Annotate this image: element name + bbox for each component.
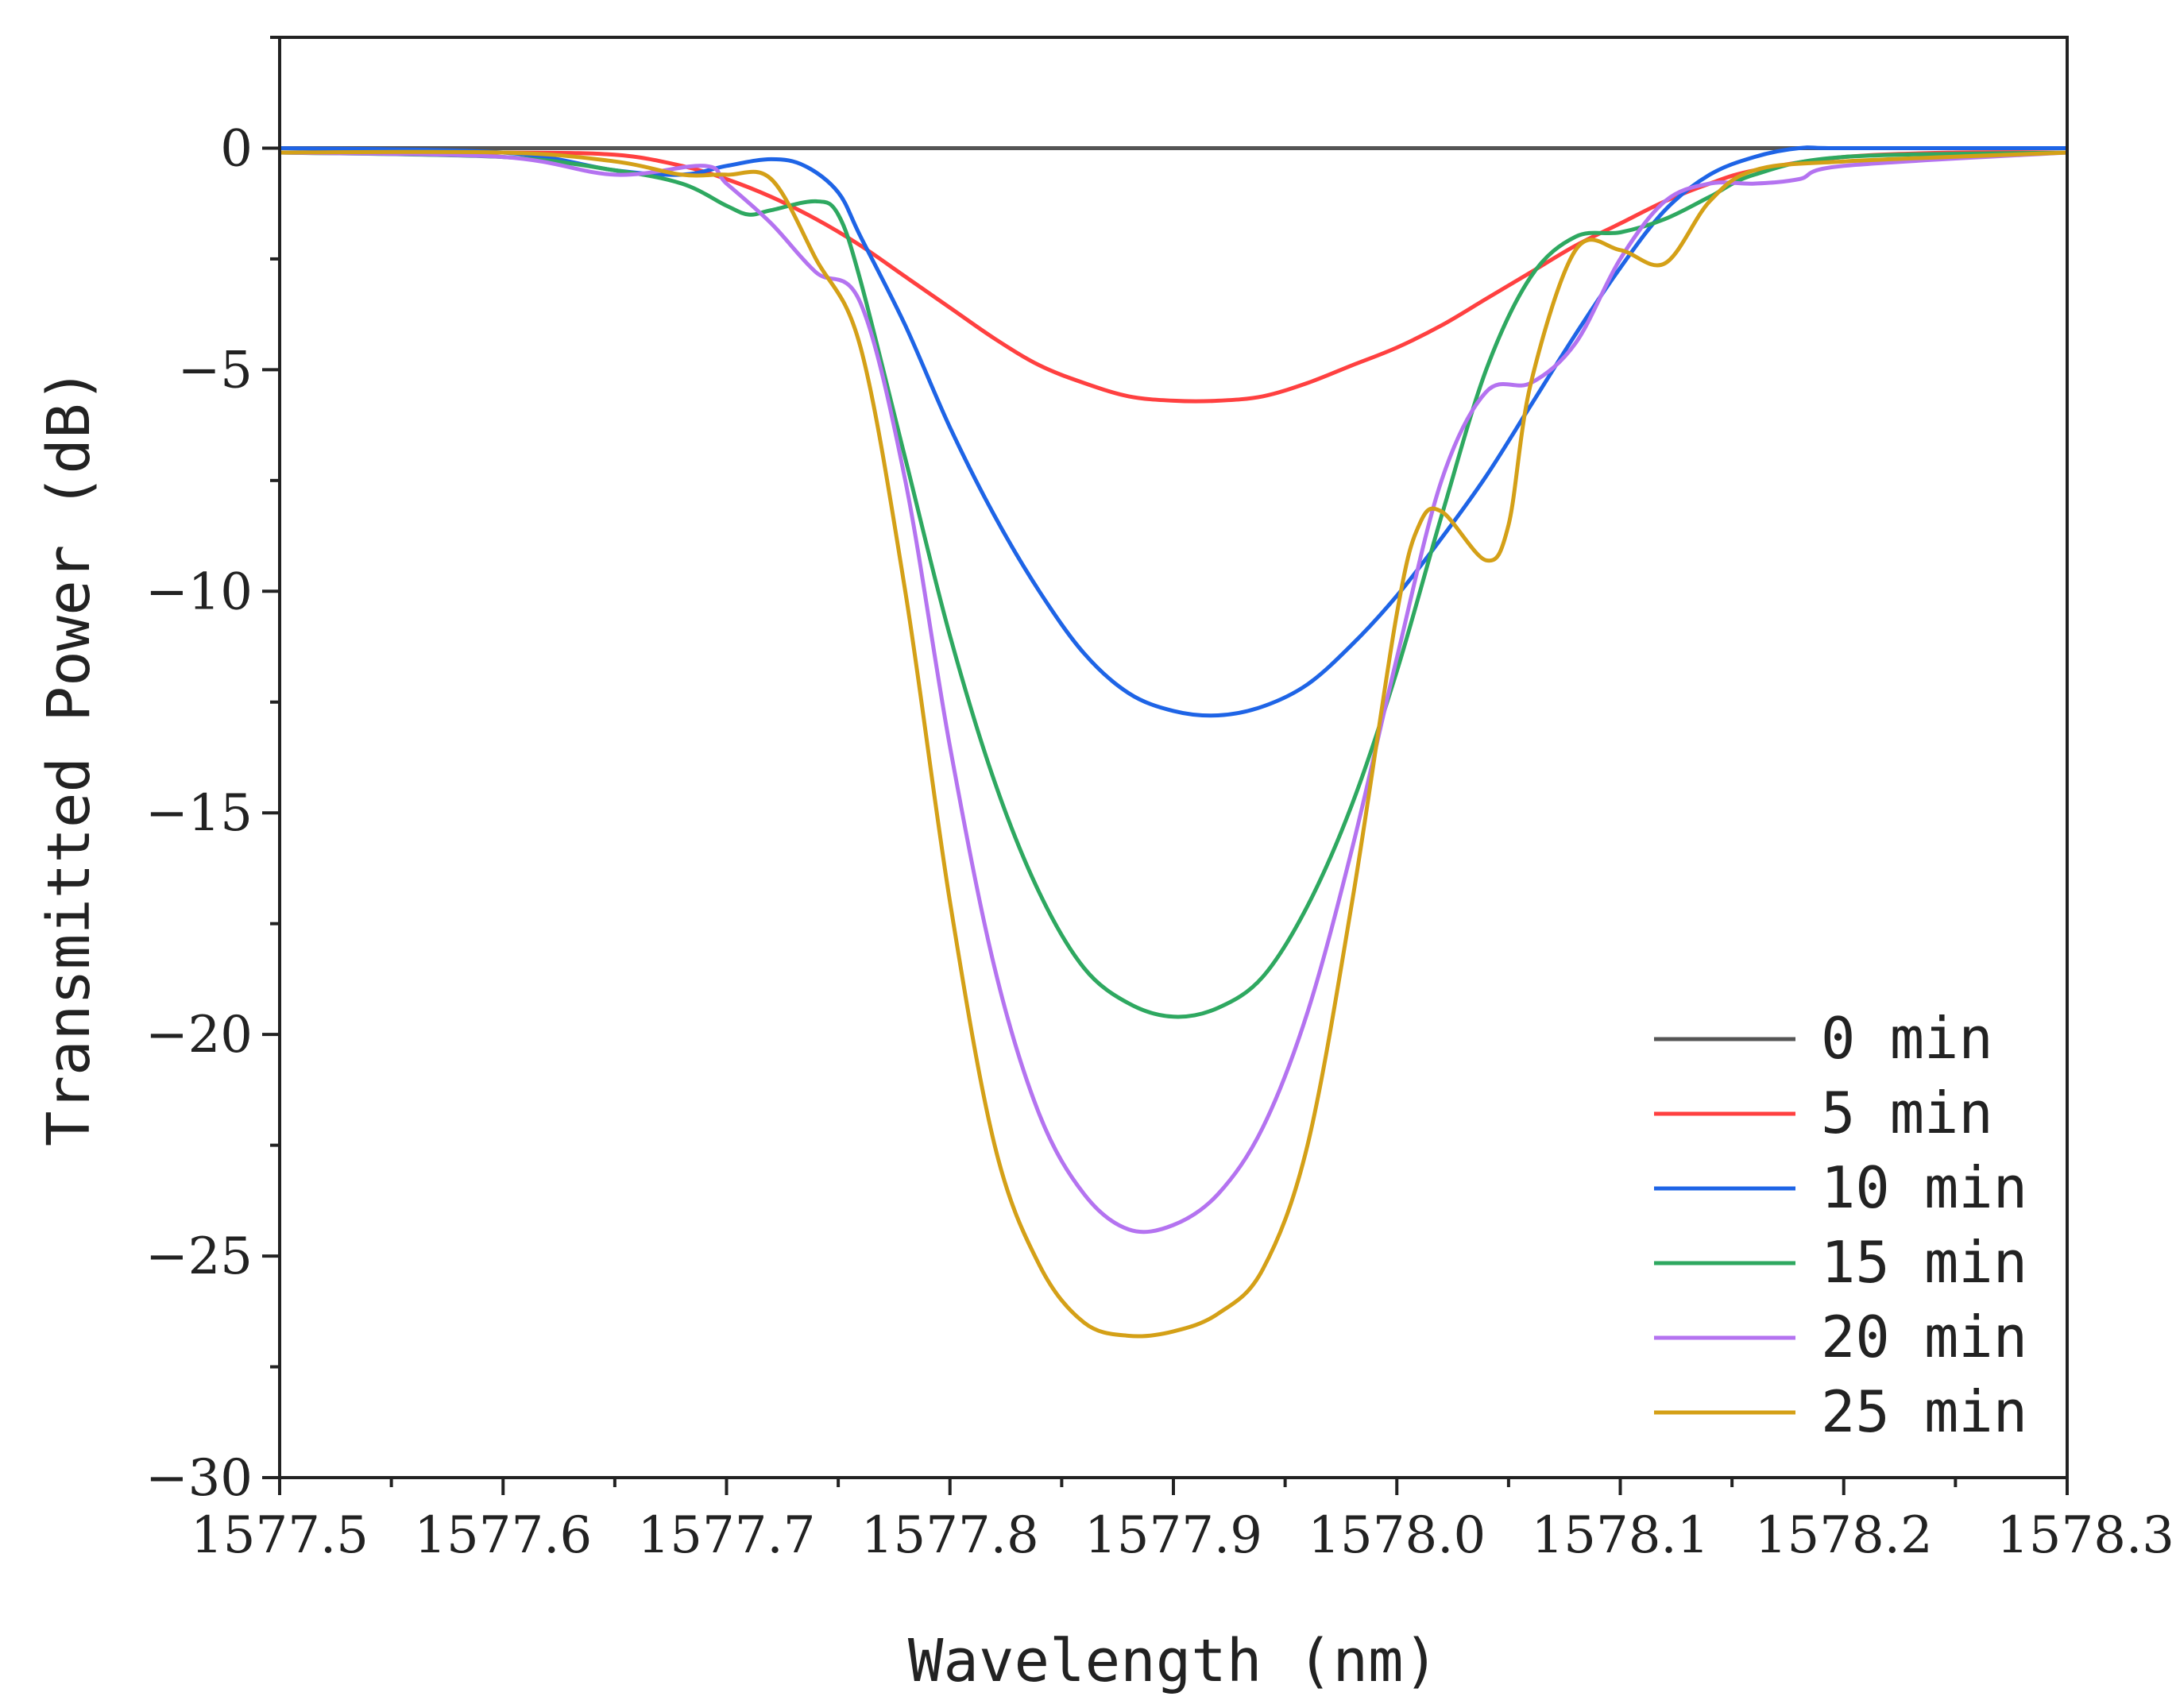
y-tick-label: −20: [145, 1006, 253, 1065]
x-tick-label: 1577.9: [1084, 1506, 1262, 1565]
y-tick-label: −30: [145, 1449, 253, 1508]
x-tick-label: 1578.0: [1308, 1506, 1486, 1565]
series-line-5: [279, 149, 2068, 1339]
series-line-3: [279, 150, 2068, 1019]
y-axis-title: Transmitted Power (dB): [35, 368, 103, 1146]
y-tick-label: 0: [220, 119, 253, 178]
y-tick-label: −15: [145, 784, 253, 843]
plot-area: [279, 145, 2068, 1339]
plot-frame: [278, 36, 2069, 1479]
legend-label-5: 25 min: [1821, 1378, 2027, 1445]
x-tick-label: 1577.8: [861, 1506, 1039, 1565]
x-tick-label: 1577.5: [191, 1506, 369, 1565]
x-tick-label: 1578.1: [1532, 1506, 1710, 1565]
legend: 0 min 5 min 10 min 15 min 20 min 25 min: [1654, 1005, 2027, 1445]
x-tick-label: 1577.7: [638, 1506, 816, 1565]
legend-label-0: 0 min: [1821, 1005, 1993, 1072]
series-line-4: [279, 150, 2068, 1235]
series-line-1: [279, 150, 2068, 404]
legend-label-1: 5 min: [1821, 1080, 1993, 1146]
x-tick-label: 1578.3: [1996, 1506, 2174, 1565]
y-tick-label: −25: [145, 1227, 253, 1286]
legend-label-2: 10 min: [1821, 1154, 2027, 1221]
x-tick-label: 1577.6: [414, 1506, 592, 1565]
legend-label-3: 15 min: [1821, 1229, 2027, 1296]
x-axis: 1577.5 1577.6 1577.7 1577.8 1577.9 1578.0 1578…: [191, 1478, 2174, 1565]
x-tick-label: 1578.2: [1755, 1506, 1933, 1565]
x-axis-title: Wavelength (nm): [908, 1627, 1439, 1695]
legend-label-4: 20 min: [1821, 1304, 2027, 1370]
y-axis: 0 −5 −10 −15 −20 −25 −30: [145, 36, 280, 1508]
y-tick-label: −5: [178, 341, 253, 400]
series-line-2: [279, 145, 2067, 718]
y-tick-label: −10: [145, 562, 253, 621]
